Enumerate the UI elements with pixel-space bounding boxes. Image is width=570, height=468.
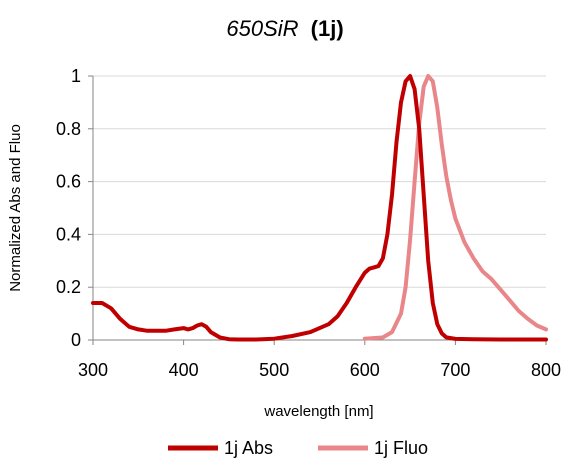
y-axis-label: Normalized Abs and Fluo xyxy=(7,124,24,292)
x-tick-label: 800 xyxy=(531,360,561,380)
legend-label: 1j Abs xyxy=(224,438,273,458)
legend: 1j Abs 1j Fluo xyxy=(168,438,428,458)
chart-title-bold: (1j) xyxy=(311,16,344,41)
grid-lines xyxy=(93,75,546,288)
y-tick-label: 0.4 xyxy=(56,224,81,244)
x-tick-label: 300 xyxy=(78,360,108,380)
x-axis-label: wavelength [nm] xyxy=(263,403,373,420)
x-tick-label: 700 xyxy=(440,360,470,380)
x-tick-label: 500 xyxy=(259,360,289,380)
x-tick-label: 400 xyxy=(169,360,199,380)
series-line-fluo xyxy=(362,74,548,341)
y-tick-label: 0.8 xyxy=(56,119,81,139)
y-tick-labels: 0 0.2 0.4 0.6 0.8 1 xyxy=(56,66,81,350)
y-tick-label: 0.6 xyxy=(56,172,81,192)
series-lines xyxy=(91,74,548,342)
chart-title-italic: 650SiR xyxy=(226,16,298,41)
y-tick-label: 0 xyxy=(71,330,81,350)
y-tick-label: 1 xyxy=(71,66,81,86)
series-line-abs xyxy=(91,74,548,342)
axes xyxy=(88,75,547,345)
x-tick-labels: 300 400 500 600 700 800 xyxy=(78,360,561,380)
y-tick-label: 0.2 xyxy=(56,277,81,297)
chart-title: 650SiR (1j) xyxy=(226,16,343,41)
x-tick-label: 600 xyxy=(350,360,380,380)
legend-label: 1j Fluo xyxy=(374,438,428,458)
